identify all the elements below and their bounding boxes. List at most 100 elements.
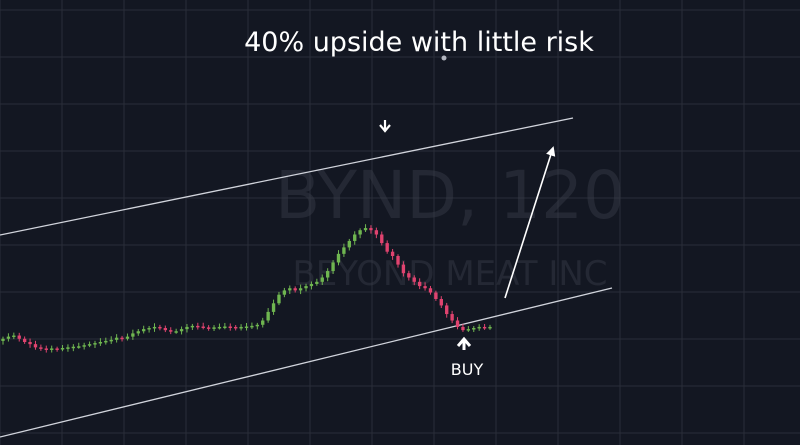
candle-down — [455, 320, 460, 327]
candle-up — [1, 338, 5, 341]
candle-up — [250, 325, 254, 328]
candle-up — [325, 271, 330, 278]
candle-up — [239, 326, 243, 329]
candle-up — [353, 234, 357, 241]
candle-down — [196, 325, 200, 328]
candle-down — [228, 326, 232, 329]
candle-down — [22, 338, 27, 342]
candle-up — [277, 294, 281, 304]
candle-up — [114, 337, 119, 340]
candle-down — [445, 305, 449, 315]
cursor-dot — [441, 55, 447, 61]
candle-up — [98, 342, 103, 344]
candle-up — [71, 346, 76, 349]
candle-down — [158, 326, 162, 329]
candle-down — [201, 326, 205, 329]
candle-down — [396, 256, 400, 265]
candle-down — [401, 264, 406, 274]
candle-up — [261, 320, 265, 325]
candle-down — [390, 251, 395, 256]
candle-down — [482, 326, 487, 329]
candles — [1, 224, 492, 353]
candle-up — [190, 325, 195, 328]
candle-down — [293, 288, 297, 291]
candle-up — [342, 247, 346, 254]
candle-up — [104, 340, 108, 343]
candle-down — [39, 347, 43, 349]
candle-up — [212, 327, 216, 329]
candle-up — [136, 331, 140, 334]
candle-down — [407, 273, 411, 278]
candle-up — [271, 303, 276, 312]
candle-up — [266, 311, 270, 321]
candle-up — [87, 344, 92, 346]
candle-down — [163, 328, 168, 331]
candle-up — [131, 333, 135, 337]
candle-down — [206, 327, 211, 329]
candle-up — [142, 329, 146, 332]
candle-down — [169, 330, 173, 332]
candle-down — [120, 337, 124, 340]
candle-down — [439, 299, 443, 306]
candle-up — [304, 286, 308, 289]
candle-up — [288, 288, 292, 291]
candle-down — [44, 348, 48, 350]
candle-up — [309, 283, 314, 287]
candle-up — [217, 326, 222, 329]
candle-up — [6, 336, 11, 339]
candle-down — [417, 281, 422, 287]
candle-up — [60, 348, 65, 350]
candle-up — [488, 326, 492, 329]
candle-up — [282, 290, 287, 295]
candle-up — [320, 277, 324, 282]
candle-up — [358, 230, 362, 235]
candle-down — [461, 326, 465, 331]
candle-up — [50, 348, 54, 350]
candle-up — [147, 328, 151, 330]
candle-up — [12, 335, 16, 338]
candle-up — [472, 328, 476, 330]
candle-down — [428, 288, 433, 293]
candle-up — [77, 346, 81, 348]
candle-up — [315, 281, 319, 284]
candle-up — [336, 253, 341, 263]
candle-up — [244, 326, 249, 329]
candle-up — [331, 262, 335, 272]
candle-up — [185, 326, 189, 330]
candle-up — [347, 240, 351, 248]
candle-up — [255, 324, 259, 327]
candle-up — [93, 343, 97, 345]
chart-title: 40% upside with little risk — [244, 27, 594, 58]
candle-down — [234, 326, 238, 329]
channel-upper-line — [0, 117, 574, 236]
candle-down — [17, 335, 21, 339]
candle-down — [380, 234, 384, 244]
buy-label: BUY — [451, 360, 484, 379]
candle-down — [33, 344, 38, 348]
arrow-down-icon — [379, 120, 391, 133]
candle-down — [412, 277, 416, 282]
candle-down — [423, 286, 427, 289]
arrow-up-icon — [456, 336, 472, 350]
candle-up — [363, 228, 368, 231]
candle-down — [374, 230, 379, 235]
candle-up — [477, 326, 481, 329]
candle-down — [55, 348, 59, 350]
candle-up — [223, 326, 227, 329]
channel-lower-line — [0, 287, 613, 438]
watermark-name: BEYOND MEAT INC — [292, 254, 607, 294]
candle-up — [82, 345, 86, 347]
projection-arrow-icon — [504, 146, 556, 299]
candle-down — [28, 342, 32, 345]
candle-up — [125, 336, 130, 339]
candle-up — [109, 339, 113, 342]
candle-up — [174, 331, 178, 333]
candle-down — [385, 243, 389, 252]
candle-up — [466, 329, 471, 331]
candle-up — [298, 288, 303, 291]
channel-lines — [0, 117, 613, 438]
candle-up — [152, 326, 157, 329]
